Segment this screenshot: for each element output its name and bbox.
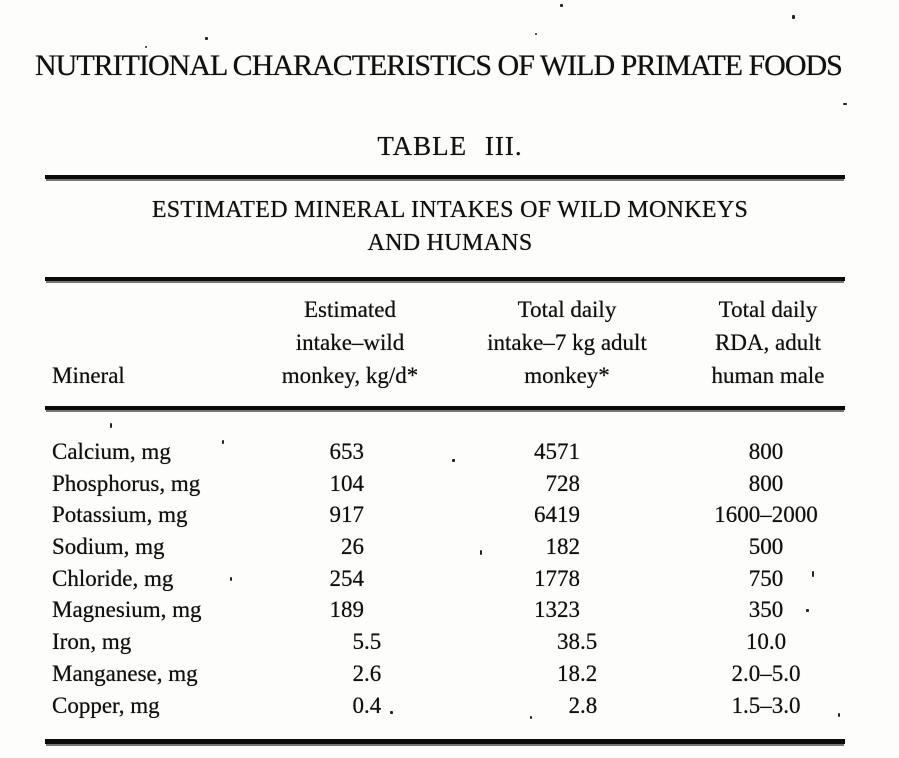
cell-mineral: Chloride, mg [52,565,174,591]
column-header-line: human male [711,363,825,388]
cell-rda: 500 [748,534,784,560]
column-header-mineral: Mineral [52,359,242,392]
horizontal-rule-top [45,175,845,179]
cell-wild-intake-int: 0 [352,692,365,718]
column-header-line: monkey* [524,363,610,388]
scan-speck [230,577,232,581]
table-row: Chloride, mg 254 1778 750 [0,563,899,595]
cell-wild-intake-int: 653 [329,439,365,464]
cell-rda: 10.0 [745,629,787,655]
cell-rda: 800 [748,439,784,464]
column-header-line: intake–7 kg adult [487,330,647,355]
cell-total-daily-intake-int: 1323 [534,597,580,623]
table-row: Calcium, mg 653 4571 800 [0,436,899,468]
cell-wild-intake-int: 917 [329,502,365,528]
scan-speck [560,4,563,7]
cell-mineral: Magnesium, mg [52,597,202,623]
cell-total-daily-intake-int: 38 [557,629,580,655]
scan-speck [480,550,482,555]
column-header-total-daily-intake: Total daily intake–7 kg adult monkey* [468,293,666,392]
table-body: Calcium, mg 653 4571 800 Phosphorus, mg 104 72… [0,436,899,721]
table-row: Copper, mg 0.4 2.8 1.5–3.0 [0,690,899,722]
horizontal-rule-bottom [45,739,845,744]
table-subtitle: ESTIMATED MINERAL INTAKES OF WILD MONKEY… [45,194,855,260]
cell-wild-intake-dec: .4 [364,692,382,718]
scan-speck [843,103,847,105]
table-row: Sodium, mg 26 182 500 [0,531,899,563]
column-header-line: Estimated [304,297,396,322]
table-row: Manganese, mg 2.6 18.2 2.0–5.0 [0,658,899,690]
cell-wild-intake-dec: .6 [364,660,382,686]
column-header-line: Total daily [517,297,617,322]
cell-wild-intake-int: 26 [341,534,364,560]
scan-speck [145,46,147,48]
scan-speck [838,713,840,717]
column-header-line: monkey, kg/d* [281,363,419,388]
cell-total-daily-intake-int: 6419 [534,502,580,528]
column-header-line: Mineral [52,363,125,388]
cell-total-daily-intake-int: 728 [545,470,581,496]
cell-wild-intake-int: 2 [352,660,365,686]
column-header-line: Total daily [718,297,818,322]
cell-mineral: Manganese, mg [52,660,198,686]
cell-rda: 800 [748,470,784,496]
cell-total-daily-intake-dec: .5 [580,629,598,655]
cell-mineral: Calcium, mg [52,439,171,464]
cell-rda: 1600–2000 [714,502,818,528]
cell-total-daily-intake-int: 4571 [534,439,580,464]
scan-speck [812,571,814,577]
scan-speck [205,37,208,40]
cell-total-daily-intake-int: 182 [545,534,581,560]
cell-rda: 750 [748,565,784,591]
table-subtitle-line1: ESTIMATED MINERAL INTAKES OF WILD MONKEY… [151,197,749,223]
page-title: NUTRITIONAL CHARACTERISTICS OF WILD PRIM… [35,49,843,82]
cell-wild-intake-dec: .5 [364,629,382,655]
horizontal-rule-subtitle [45,277,845,281]
cell-mineral: Phosphorus, mg [52,470,201,496]
cell-rda: 1.5–3.0 [731,692,801,718]
column-header-rda: Total daily RDA, adult human male [688,293,848,392]
cell-mineral: Potassium, mg [52,502,188,528]
column-header-line: intake–wild [295,330,405,355]
scan-speck [222,440,224,444]
scan-speck [390,711,393,714]
cell-mineral: Sodium, mg [52,534,165,560]
table-caption: TABLE III. [377,131,523,161]
cell-total-daily-intake-dec: .8 [580,692,598,718]
cell-rda: 2.0–5.0 [731,660,801,686]
cell-total-daily-intake-int: 18 [557,660,580,686]
cell-rda: 350 [748,597,784,623]
table-subtitle-line2: AND HUMANS [367,230,533,256]
scan-speck [530,716,532,719]
scan-speck [110,423,112,428]
cell-total-daily-intake-int: 1778 [534,565,580,591]
column-header-line: RDA, adult [714,330,822,355]
column-header-wild-intake: Estimated intake–wild monkey, kg/d* [258,293,442,392]
cell-wild-intake-int: 189 [329,597,365,623]
scan-speck [792,15,795,19]
scan-speck [452,459,455,462]
cell-mineral: Iron, mg [52,629,132,655]
cell-mineral: Copper, mg [52,692,160,718]
table-row: Iron, mg 5.5 38.5 10.0 [0,626,899,658]
scan-speck [535,33,537,35]
cell-wild-intake-int: 5 [352,629,365,655]
cell-total-daily-intake-dec: .2 [580,660,598,686]
cell-wild-intake-int: 254 [329,565,365,591]
horizontal-rule-header [45,406,845,410]
table-row: Potassium, mg 917 6419 1600–2000 [0,499,899,531]
table-row: Magnesium, mg 189 1323 350 [0,594,899,626]
scan-speck [806,609,809,612]
cell-total-daily-intake-int: 2 [568,692,581,718]
table-header: Mineral Estimated intake–wild monkey, kg… [0,296,899,392]
cell-wild-intake-int: 104 [329,470,365,496]
table-row: Phosphorus, mg 104 728 800 [0,468,899,500]
